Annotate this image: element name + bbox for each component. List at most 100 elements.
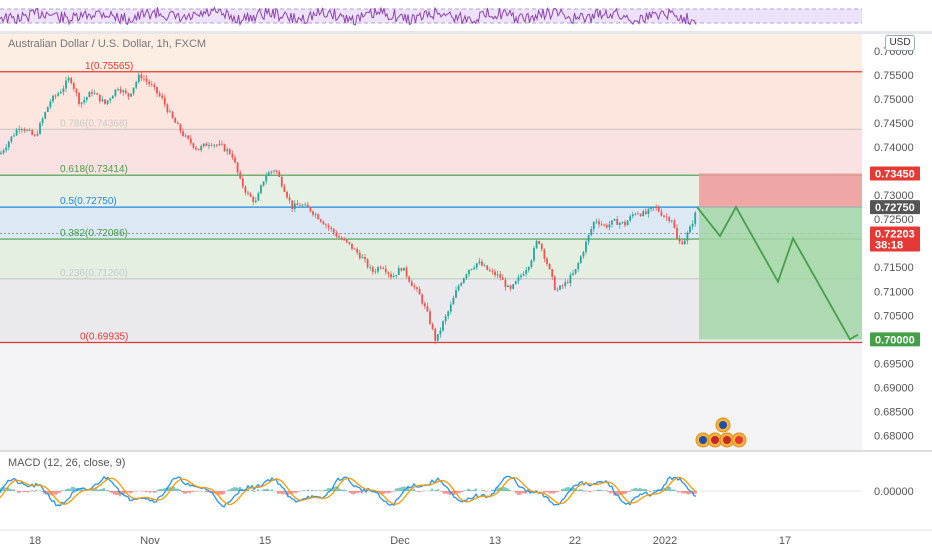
macd-bar	[643, 488, 645, 491]
macd-bar	[39, 490, 41, 491]
macd-bar	[163, 488, 165, 491]
macd-bar	[669, 486, 671, 491]
candle	[119, 89, 122, 93]
macd-pane[interactable]: MACD (12, 26, close, 9) 0.00000	[0, 452, 932, 530]
macd-bar	[233, 487, 235, 491]
candle	[197, 149, 200, 151]
candle	[78, 92, 80, 104]
candle	[208, 144, 210, 146]
candle	[252, 196, 255, 202]
candle	[140, 74, 143, 79]
candle	[569, 275, 572, 284]
candle	[57, 93, 60, 96]
macd-bar	[383, 491, 385, 494]
macd-bar	[359, 491, 361, 493]
macd-bar	[497, 487, 499, 491]
macd-bar	[641, 488, 643, 491]
macd-bar	[61, 490, 63, 491]
macd-bar	[397, 488, 399, 491]
economic-events[interactable]	[695, 417, 747, 448]
macd-bar	[31, 490, 33, 491]
candle	[187, 135, 190, 139]
macd-bar	[221, 491, 223, 495]
macd-bar	[517, 491, 519, 495]
macd-bar	[645, 488, 647, 491]
macd-bar	[435, 490, 437, 491]
macd-bar	[353, 491, 355, 495]
macd-bar	[555, 491, 557, 493]
candle	[0, 152, 2, 155]
macd-bar	[315, 490, 317, 491]
price-tag[interactable]	[870, 166, 920, 181]
candle	[169, 111, 171, 113]
time-axis-tick: 17	[779, 535, 791, 547]
macd-bar	[257, 489, 259, 491]
macd-bar	[297, 491, 299, 492]
candle	[33, 134, 36, 136]
candle	[400, 268, 403, 271]
candle	[364, 257, 366, 260]
time-axis[interactable]: 18 Nov 15 Dec 13 22 2022 17	[0, 529, 932, 550]
macd-bar	[237, 487, 239, 491]
price-tag-label: 0.73450	[875, 168, 915, 180]
price-axis-tick: 0.71500	[874, 262, 914, 274]
macd-bar	[307, 489, 309, 491]
currency-button[interactable]: USD	[885, 35, 915, 51]
candle	[449, 304, 452, 312]
stop-loss-zone[interactable]	[699, 173, 862, 208]
candle	[93, 93, 96, 94]
candle	[691, 223, 694, 227]
macd-bar	[57, 491, 59, 494]
candle	[348, 241, 351, 244]
price-tag[interactable]	[870, 332, 920, 347]
macd-bar	[267, 488, 269, 491]
macd-bar	[283, 491, 285, 495]
candle	[127, 93, 130, 97]
candle	[322, 221, 325, 225]
macd-bar	[677, 491, 679, 493]
candle	[644, 211, 647, 214]
macd-bar	[71, 486, 73, 491]
macd-bar	[281, 491, 283, 495]
price-tag[interactable]	[870, 200, 920, 215]
candle	[525, 270, 528, 275]
candle	[88, 92, 91, 98]
candle	[70, 77, 73, 84]
candle	[613, 219, 616, 221]
macd-bar	[149, 491, 151, 493]
price-tag[interactable]	[870, 237, 920, 252]
fibonacci-labels: 1(0.75565) 0.786(0.74368) 0.618(0.73414) 0.…	[60, 61, 133, 343]
macd-bar	[153, 491, 155, 493]
macd-bar	[411, 489, 413, 491]
price-pane[interactable]: 1(0.75565) 0.786(0.74368) 0.618(0.73414) 0.…	[0, 34, 862, 450]
candle	[158, 93, 161, 96]
macd-bar	[333, 487, 335, 491]
candle	[299, 205, 301, 206]
projected-path[interactable]	[696, 205, 859, 341]
price-tag[interactable]	[870, 226, 920, 241]
time-axis-tick: Dec	[390, 535, 410, 547]
macd-bar	[671, 489, 673, 491]
projection-path	[696, 205, 859, 341]
candle	[566, 282, 569, 284]
price-axis-tick: 0.75500	[874, 70, 914, 82]
candle	[470, 268, 473, 270]
candle	[244, 186, 247, 193]
macd-bar	[441, 491, 443, 493]
fib-zone	[0, 34, 862, 72]
candle	[452, 297, 455, 305]
macd-bar	[227, 490, 229, 491]
macd-bar	[447, 491, 449, 495]
macd-bar	[459, 491, 461, 493]
candle	[111, 95, 114, 99]
macd-bar	[549, 491, 551, 494]
candle	[418, 289, 421, 295]
macd-bar	[505, 487, 507, 491]
candle	[65, 80, 67, 89]
candle	[618, 222, 621, 225]
macd-bar	[187, 491, 189, 493]
candle	[15, 129, 18, 136]
macd-bar	[417, 491, 419, 492]
macd-bar	[473, 489, 475, 491]
